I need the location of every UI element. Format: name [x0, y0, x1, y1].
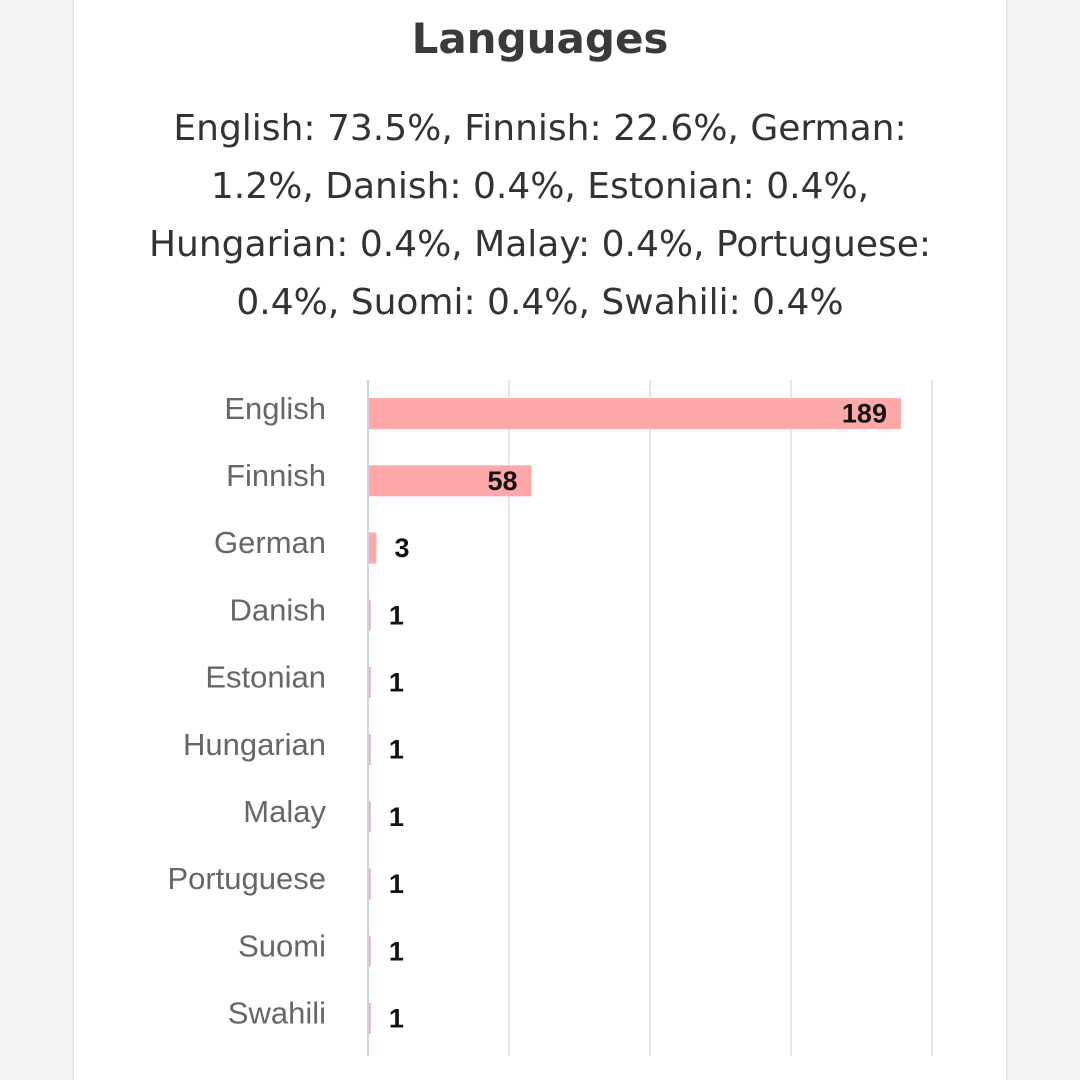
bar-swahili — [368, 1002, 371, 1034]
category-label: Portuguese — [167, 861, 326, 896]
language-summary: English: 73.5%, Finnish: 22.6%, German: … — [148, 108, 932, 323]
value-label: 189 — [842, 399, 887, 429]
value-label: 1 — [389, 735, 404, 765]
bar-estonian — [368, 666, 371, 698]
value-label: 3 — [394, 533, 409, 563]
value-label: 1 — [389, 668, 404, 698]
bar-suomi — [368, 935, 371, 967]
category-label: Swahili — [228, 996, 326, 1031]
value-label: 1 — [389, 936, 404, 966]
bar-finnish — [368, 465, 532, 497]
category-label: German — [214, 525, 326, 560]
bar-hungarian — [368, 734, 371, 766]
value-label: 1 — [389, 1004, 404, 1034]
value-label: 1 — [389, 869, 404, 899]
category-label: Danish — [230, 592, 327, 627]
bar-portuguese — [368, 868, 371, 900]
category-label: Malay — [243, 794, 326, 829]
category-label: English — [224, 391, 326, 426]
value-label: 1 — [389, 600, 404, 630]
bar-german — [368, 532, 377, 564]
chart-title: Languages — [411, 14, 669, 63]
languages-card: Languages English: 73.5%, Finnish: 22.6%… — [74, 0, 1006, 1080]
category-label: Estonian — [205, 660, 326, 695]
value-label: 58 — [488, 466, 518, 496]
category-label: Suomi — [238, 928, 326, 963]
value-label: 1 — [389, 802, 404, 832]
category-label: Finnish — [226, 458, 326, 493]
category-label: Hungarian — [183, 727, 326, 762]
bar-english — [368, 398, 901, 430]
languages-bar-chart: English 189 Finnish 58 German 3 Danish 1 Estonia… — [167, 380, 933, 1056]
bar-malay — [368, 801, 371, 833]
bar-danish — [368, 599, 371, 631]
